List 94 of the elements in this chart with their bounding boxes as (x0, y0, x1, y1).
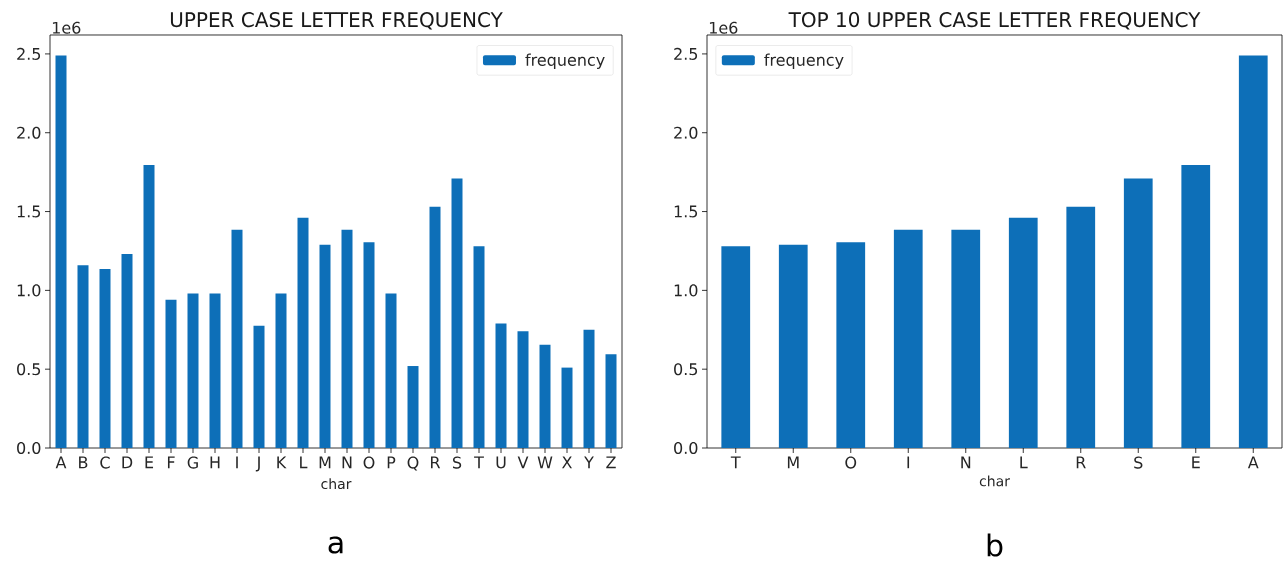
bar (1238, 55, 1268, 448)
x-tick-label: S (452, 456, 462, 469)
x-tick-label: F (167, 456, 175, 469)
y-tick-label: 2.5 (674, 47, 698, 60)
x-tick-label: S (1134, 456, 1143, 469)
x-tick-label: R (431, 456, 441, 469)
y-tick-label: 1.0 (674, 284, 698, 297)
bar (778, 244, 808, 448)
bar (951, 229, 981, 448)
x-tick-label: M (787, 456, 799, 469)
text: a (328, 536, 343, 554)
x-tick-label: G (187, 456, 198, 469)
bar (893, 229, 923, 448)
bar (1008, 217, 1038, 448)
x-tick-label: N (961, 456, 971, 469)
bar (1123, 178, 1153, 448)
y-tick-label: 2.5 (17, 47, 41, 60)
x-tick-label: M (319, 456, 331, 469)
x-tick-label: B (79, 456, 88, 469)
x-tick-label: Q (407, 456, 419, 471)
x-tick-label: E (145, 456, 154, 469)
bar (99, 269, 111, 448)
x-tick-label: N (342, 456, 352, 469)
bar (297, 217, 309, 448)
x-tick-label: A (55, 456, 67, 469)
bar (517, 331, 529, 448)
bar (275, 293, 287, 448)
y-tick-label: 1.5 (17, 205, 41, 218)
bar (231, 229, 243, 448)
x-axis-title: char (321, 478, 352, 490)
text: 1e6 (52, 21, 81, 34)
bar (473, 246, 485, 448)
bar (121, 254, 133, 448)
x-tick-label: W (537, 456, 553, 469)
bar (253, 325, 265, 448)
x-tick-label: I (907, 456, 910, 469)
y-tick-label: 0.0 (17, 441, 41, 455)
y-tick-label: 1.5 (674, 205, 698, 218)
legend-label: frequency (764, 53, 844, 69)
x-tick-label: R (1076, 456, 1086, 469)
text: b (987, 533, 1003, 557)
x-tick-label: O (363, 456, 375, 469)
x-tick-label: J (255, 456, 260, 472)
x-tick-label: T (474, 456, 484, 469)
bar (1181, 165, 1211, 448)
x-tick-label: K (277, 456, 287, 469)
legend-label: frequency (525, 53, 605, 69)
bar (187, 293, 199, 448)
bar (407, 366, 419, 448)
x-tick-label: Y (584, 456, 594, 469)
text: 1e6 (709, 21, 738, 34)
x-tick-label: H (210, 456, 220, 469)
x-tick-label: C (100, 456, 110, 469)
bar (363, 242, 375, 448)
x-tick-label: L (300, 456, 308, 469)
bar (341, 229, 353, 448)
chart-title: UPPER CASE LETTER FREQUENCY (170, 12, 503, 30)
y-tick-label: 0.0 (674, 441, 698, 455)
chart-title: TOP 10 UPPER CASE LETTER FREQUENCY (788, 12, 1201, 30)
bar (55, 55, 67, 448)
x-tick-label: O (845, 456, 857, 469)
bar (209, 293, 221, 448)
bar (77, 265, 89, 448)
bar (165, 299, 177, 448)
bar (539, 344, 551, 448)
x-tick-label: E (1192, 456, 1200, 469)
x-tick-label: A (1247, 456, 1259, 469)
x-tick-label: D (122, 456, 133, 469)
x-tick-label: T (730, 456, 741, 469)
x-tick-label: P (387, 456, 396, 469)
y-tick-label: 0.5 (674, 363, 698, 376)
bar (319, 244, 331, 448)
bar (583, 329, 595, 448)
bar (561, 367, 573, 448)
bar (429, 206, 441, 448)
y-tick-label: 0.5 (17, 363, 41, 376)
x-tick-label: V (517, 456, 529, 469)
y-tick-label: 2.0 (674, 126, 698, 139)
y-tick-label: 1.0 (17, 284, 41, 297)
bar (495, 323, 507, 448)
x-tick-label: I (236, 456, 238, 469)
y-tick-label: 2.0 (17, 126, 41, 139)
bar (385, 293, 397, 448)
bar (605, 354, 617, 448)
x-tick-label: X (562, 456, 572, 469)
bar (721, 246, 751, 448)
bar (836, 242, 866, 448)
x-tick-label: L (1020, 456, 1028, 469)
bar (1066, 206, 1096, 448)
bar (143, 165, 155, 448)
x-tick-label: Z (606, 456, 616, 469)
bar (451, 178, 463, 448)
x-axis-title: char (979, 475, 1010, 487)
x-tick-label: U (496, 456, 506, 469)
